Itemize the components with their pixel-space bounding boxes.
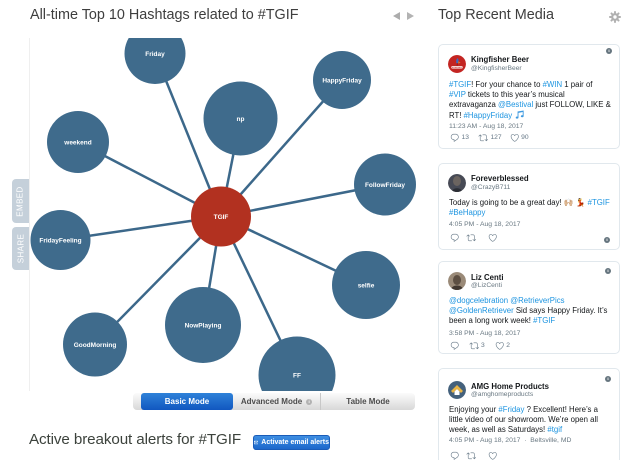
svg-text:TGIF: TGIF bbox=[214, 214, 229, 221]
svg-text:FridayFeeling: FridayFeeling bbox=[39, 238, 81, 245]
svg-text:GoodMorning: GoodMorning bbox=[74, 342, 117, 349]
svg-text:HappyFriday: HappyFriday bbox=[322, 78, 362, 85]
svg-text:selfie: selfie bbox=[358, 283, 375, 290]
svg-text:FF: FF bbox=[293, 373, 301, 380]
svg-text:weekend: weekend bbox=[63, 140, 91, 147]
svg-text:NowPlaying: NowPlaying bbox=[185, 323, 222, 330]
svg-text:Friday: Friday bbox=[145, 51, 165, 58]
svg-text:np: np bbox=[237, 116, 245, 123]
svg-text:FollowFriday: FollowFriday bbox=[365, 182, 405, 189]
